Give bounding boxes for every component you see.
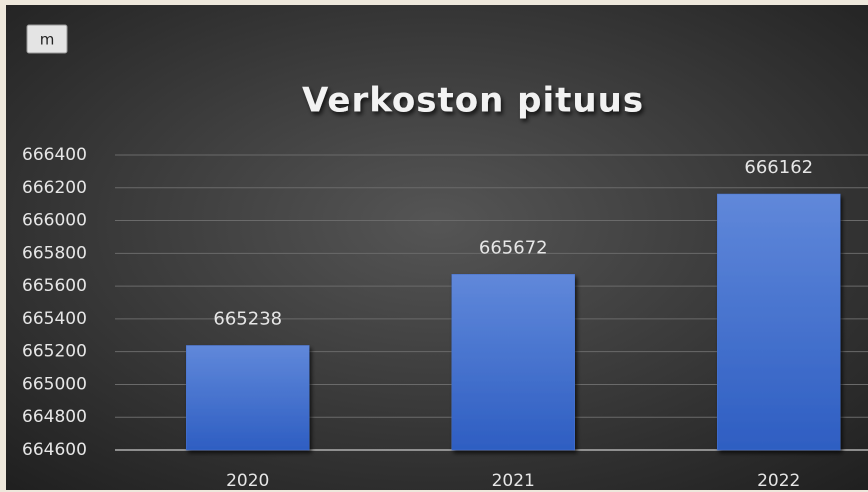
y-tick-label: 665600 [22,276,87,296]
bar [451,274,575,451]
y-tick-label: 665000 [22,374,87,394]
y-tick-label: 664600 [22,440,87,460]
x-tick-label: 2020 [226,471,269,491]
y-tick-label: 665400 [22,309,87,329]
y-tick-label: 665800 [22,243,87,263]
unit-badge [26,24,68,54]
x-tick-label: 2021 [492,471,535,491]
y-tick-label: 664800 [22,407,87,427]
y-tick-label: 666400 [22,145,87,165]
data-label: 665672 [479,237,548,258]
data-label: 666162 [744,157,813,178]
y-tick-label: 666000 [22,211,87,231]
bar [717,193,841,451]
y-tick-label: 665200 [22,342,87,362]
bar [186,345,310,451]
data-label: 665238 [213,308,282,329]
chart-title: Verkoston pituus [302,81,644,121]
y-tick-label: 666200 [22,178,87,198]
x-tick-label: 2022 [757,471,800,491]
unit-label: m [40,31,55,49]
